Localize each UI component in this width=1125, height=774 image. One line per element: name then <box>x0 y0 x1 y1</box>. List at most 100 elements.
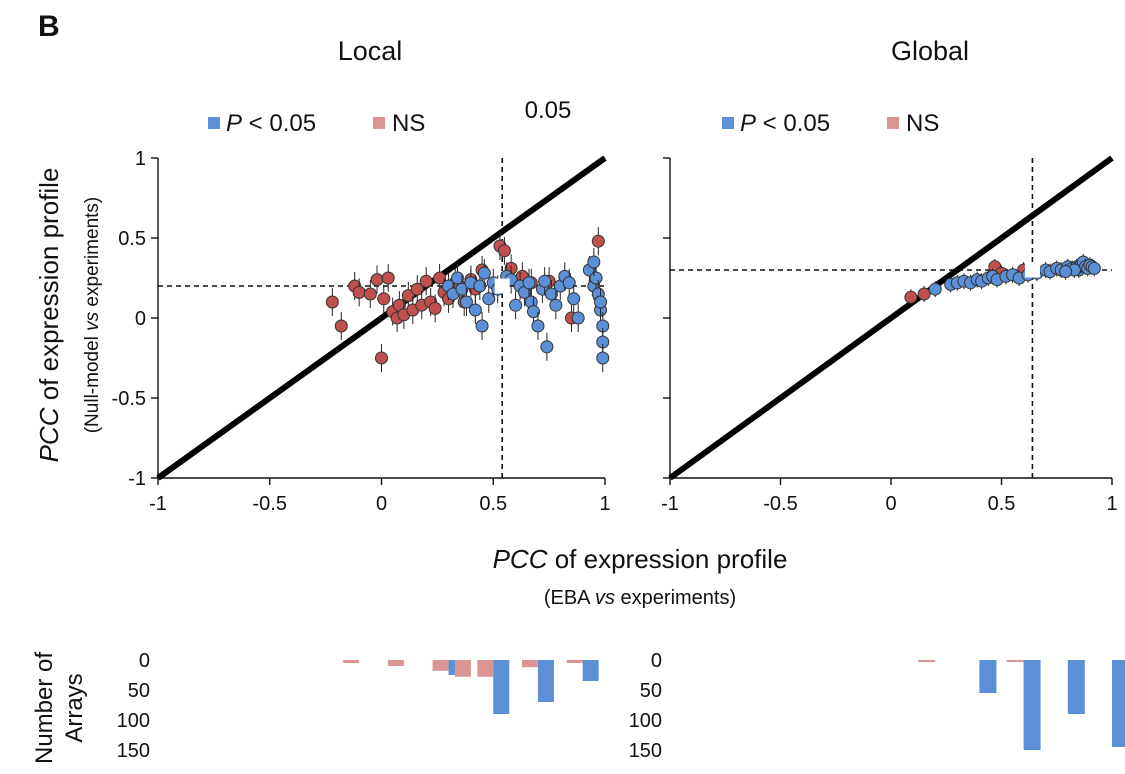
local-data-point <box>419 274 433 288</box>
local-data-point <box>455 282 469 296</box>
local-data-point <box>544 287 558 301</box>
global-x-tick-label: -0.5 <box>763 493 797 515</box>
local-data-point <box>567 292 581 306</box>
local-x-tick-label: 1 <box>599 493 610 515</box>
local-median-marker <box>494 278 510 294</box>
global-hist-bar-ns <box>918 660 936 662</box>
local-hist-bar-ns <box>566 660 583 663</box>
global-hist-bar-sig <box>979 660 997 693</box>
global-hist-y-tick-label: 0 <box>651 650 662 672</box>
svg-text:(Null-model vs experiments): (Null-model vs experiments) <box>82 197 103 434</box>
local-legend-sig-label: P < 0.05 <box>226 110 316 137</box>
y-axis-subtitle: (Null-model vs experiments) <box>82 197 103 434</box>
local-y-tick-label: 0 <box>135 308 146 330</box>
global-x-tick-label: -1 <box>661 493 679 515</box>
global-histogram: 0 50 100 150 <box>629 650 1125 762</box>
local-x-tick-label: -0.5 <box>253 493 287 515</box>
x-axis-subtitle: (EBA vs experiments) <box>544 587 736 609</box>
local-data-point <box>591 234 605 248</box>
local-data-point <box>475 319 489 333</box>
local-x-tick-label: -1 <box>149 493 167 515</box>
local-hist-bar-ns <box>454 660 471 677</box>
local-data-point <box>334 319 348 333</box>
local-hist-y-tick-label: 100 <box>117 710 150 732</box>
local-title: Local <box>338 36 403 66</box>
local-data-point <box>370 273 384 287</box>
global-hist-bar-sig <box>1112 660 1125 747</box>
local-legend-sig-swatch <box>208 117 220 129</box>
local-data-point <box>363 287 377 301</box>
local-data-point <box>497 244 511 258</box>
local-legend-ns-swatch <box>373 117 385 129</box>
local-hist-bar-sig <box>582 660 599 681</box>
x-label-rest: of expression profile <box>548 544 788 574</box>
local-identity-diagonal <box>156 155 607 481</box>
global-hist-bar-sig <box>1023 660 1041 750</box>
local-hist-bar-sig <box>537 660 554 702</box>
global-hist-bar-ns <box>1006 660 1024 662</box>
local-data-point <box>473 279 487 293</box>
global-scatter-plot: -1 -0.5 0 0.5 1 <box>661 155 1118 515</box>
x-sub-1: (EBA <box>544 587 595 609</box>
global-identity-diagonal <box>668 155 1114 481</box>
global-x-tick-label: 1 <box>1106 493 1117 515</box>
x-axis-title: PCC of expression profile <box>493 544 788 574</box>
local-hist-y-tick-label: 0 <box>139 650 150 672</box>
global-data-point <box>917 287 931 301</box>
local-data-point <box>571 311 585 325</box>
local-data-point <box>589 271 603 285</box>
hist-y-label-line2: Arrays <box>61 673 88 742</box>
local-data-point <box>587 255 601 269</box>
local-y-tick-label: 0.5 <box>118 228 146 250</box>
local-data-point <box>522 276 536 290</box>
local-data-point <box>594 295 608 309</box>
local-y-tick-label: -1 <box>128 468 146 490</box>
local-data-point <box>375 351 388 365</box>
local-legend: P < 0.05 NS <box>208 110 425 137</box>
global-hist-y-tick-label: 150 <box>629 740 662 762</box>
local-data-point <box>540 340 554 354</box>
local-data-point <box>531 319 545 333</box>
local-data-point <box>410 282 424 296</box>
local-hist-y-tick-label: 150 <box>117 740 150 762</box>
local-data-point <box>562 276 576 290</box>
local-hist-bar-ns <box>477 660 494 677</box>
hist-y-label: Number of Arrays <box>31 652 88 764</box>
local-legend-ns-label: NS <box>392 110 425 137</box>
local-y-tick-label: -0.5 <box>112 388 146 410</box>
local-data-point <box>381 271 395 285</box>
svg-text:PCC of expression profile: PCC of expression profile <box>34 168 64 463</box>
global-legend-sig-label: P < 0.05 <box>740 110 830 137</box>
local-data-point <box>549 298 563 312</box>
local-data-point <box>433 271 447 285</box>
global-legend: P < 0.05 NS <box>722 110 939 137</box>
local-data-point <box>509 298 523 312</box>
global-median-marker <box>1024 262 1040 278</box>
global-legend-ns-label: NS <box>906 110 939 137</box>
plots-layer: -1 -0.5 0 0.5 110.50-0.5-1-1 -0.5 0 0.5 10501001… <box>112 148 1125 762</box>
local-data-point <box>468 303 482 317</box>
local-data-point <box>377 292 391 306</box>
global-hist-y-tick-label: 50 <box>640 680 662 702</box>
local-hist-y-tick-label: 50 <box>128 680 150 702</box>
global-data-point <box>928 282 942 296</box>
local-data-point <box>596 351 610 365</box>
local-data-point <box>526 305 540 319</box>
local-data-point <box>428 301 442 315</box>
y-sub-vs: vs <box>82 311 103 331</box>
local-hist-bar-sig <box>493 660 510 714</box>
local-data-point <box>352 285 366 299</box>
local-data-point <box>459 295 473 309</box>
global-data-point <box>904 290 918 304</box>
global-data-point <box>1059 265 1073 279</box>
local-scatter-plot: -1 -0.5 0 0.5 1 1 0.5 0 -0.5 -1 <box>112 148 611 515</box>
local-data-point <box>450 271 464 285</box>
local-x-tick-label: 0 <box>376 493 387 515</box>
global-x-tick-label: 0.5 <box>988 493 1016 515</box>
global-hist-y-tick-label: 100 <box>629 710 662 732</box>
local-histogram: 0 50 100 150 <box>117 650 599 762</box>
global-x-tick-label: 0 <box>885 493 896 515</box>
local-data-point <box>401 289 415 303</box>
y-axis-title: PCC of expression profile <box>34 168 64 463</box>
